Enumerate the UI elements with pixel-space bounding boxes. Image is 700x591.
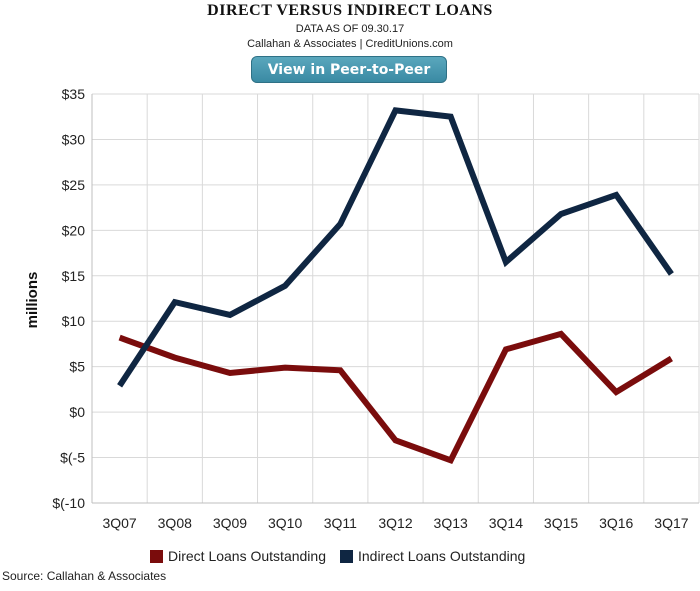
legend-item-indirect[interactable]: Indirect Loans Outstanding — [339, 548, 526, 564]
view-in-peer-to-peer-button[interactable]: View in Peer-to-Peer — [251, 56, 447, 83]
x-tick-label: 3Q13 — [434, 515, 468, 531]
legend-label-direct: Direct Loans Outstanding — [168, 548, 326, 564]
y-tick-label: $10 — [62, 313, 86, 329]
y-tick-label: $25 — [62, 177, 86, 193]
x-tick-labels: 3Q07 3Q08 3Q09 3Q10 3Q11 3Q12 3Q13 3Q14 3Q15 3Q16… — [102, 515, 688, 531]
x-tick-label: 3Q15 — [544, 515, 578, 531]
legend-item-direct[interactable]: Direct Loans Outstanding — [150, 548, 326, 564]
x-tick-label: 3Q12 — [378, 515, 412, 531]
legend-label-indirect: Indirect Loans Outstanding — [357, 548, 526, 564]
series-lines — [117, 107, 674, 465]
axes — [91, 94, 699, 504]
y-tick-label: $30 — [62, 131, 86, 147]
x-tick-label: 3Q07 — [102, 515, 136, 531]
x-tick-label: 3Q14 — [489, 515, 523, 531]
y-tick-label: $35 — [62, 86, 86, 102]
y-tick-label: $(-10 — [52, 495, 85, 511]
indirect-swatch-icon — [339, 549, 353, 563]
y-tick-label: $0 — [69, 404, 85, 420]
y-tick-labels: $35 $30 $25 $20 $15 $10 $5 $0 $(-5 $(-10 — [52, 86, 85, 511]
data-date-subtitle: DATA AS OF 09.30.17 — [295, 23, 405, 35]
y-tick-label: $(-5 — [60, 450, 85, 466]
y-tick-label: $15 — [62, 268, 86, 284]
y-tick-label: $5 — [69, 359, 85, 375]
x-tick-label: 3Q10 — [268, 515, 302, 531]
x-tick-label: 3Q17 — [654, 515, 688, 531]
series-line-direct[interactable] — [118, 330, 673, 465]
attribution-line: Callahan & Associates | CreditUnions.com — [247, 38, 453, 50]
y-axis-label: millions — [24, 272, 41, 329]
series-line-indirect[interactable] — [117, 107, 674, 388]
x-tick-label: 3Q08 — [158, 515, 192, 531]
legend: Direct Loans Outstanding Indirect Loans … — [150, 548, 539, 564]
y-tick-label: $20 — [62, 222, 86, 238]
source-footer: Source: Callahan & Associates — [2, 569, 167, 583]
direct-swatch-icon — [150, 549, 163, 563]
chart-title: DIRECT VERSUS INDIRECT LOANS — [207, 2, 493, 19]
x-tick-label: 3Q09 — [213, 515, 247, 531]
x-tick-label: 3Q11 — [324, 515, 357, 531]
x-tick-label: 3Q16 — [599, 515, 633, 531]
